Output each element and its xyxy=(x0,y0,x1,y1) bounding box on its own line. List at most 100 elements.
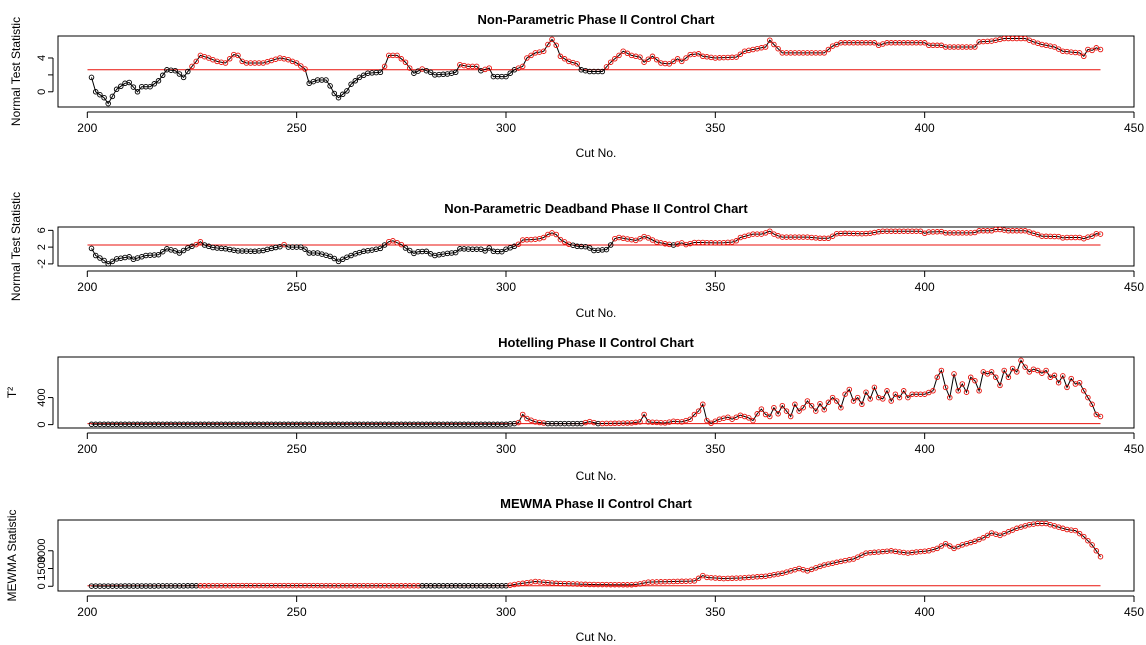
data-point-out-of-control xyxy=(226,56,233,62)
data-point-out-of-control xyxy=(381,63,388,70)
data-point-out-of-control xyxy=(884,388,890,394)
chart-panel-3: Hotelling Phase II Control Chart 200 250 30… xyxy=(5,335,1144,483)
data-point-out-of-control xyxy=(473,63,480,70)
data-point-out-of-control xyxy=(972,44,978,50)
data-point-out-of-control xyxy=(771,41,777,48)
data-point-out-of-control xyxy=(197,583,204,589)
plot-frame xyxy=(57,35,1135,108)
x-tick-label: 450 xyxy=(1124,605,1144,619)
data-point-out-of-control xyxy=(486,65,492,71)
data-point-out-of-control xyxy=(984,228,991,234)
data-point-out-of-control xyxy=(980,369,987,375)
x-tick-label: 200 xyxy=(77,605,97,619)
data-point-out-of-control xyxy=(695,51,702,57)
data-point xyxy=(109,258,116,265)
data-point-out-of-control xyxy=(808,402,815,409)
data-point xyxy=(499,248,505,255)
data-point-out-of-control xyxy=(649,237,656,243)
data-point-out-of-control xyxy=(561,239,568,245)
data-point-out-of-control xyxy=(783,408,790,414)
data-point xyxy=(176,71,183,77)
data-point-out-of-control xyxy=(976,388,982,394)
data-point-out-of-control xyxy=(670,578,677,585)
data-point-out-of-control xyxy=(687,416,693,422)
data-point-out-of-control xyxy=(905,394,911,401)
x-tick-label: 450 xyxy=(1124,442,1144,456)
data-point xyxy=(423,248,430,255)
data-point-out-of-control xyxy=(1097,553,1104,560)
data-point-out-of-control xyxy=(767,228,773,234)
data-point xyxy=(277,243,283,250)
data-point-out-of-control xyxy=(235,52,241,59)
x-tick-label: 400 xyxy=(915,280,935,294)
data-point-out-of-control xyxy=(762,411,769,418)
data-point-out-of-control xyxy=(930,388,936,394)
data-point-out-of-control xyxy=(792,401,798,408)
data-point-out-of-control xyxy=(603,64,610,70)
data-point xyxy=(260,421,266,428)
data-point-out-of-control xyxy=(746,415,752,421)
data-point-out-of-control xyxy=(1097,46,1104,53)
data-point-out-of-control xyxy=(896,394,903,401)
data-point-out-of-control xyxy=(653,56,660,63)
data-point-out-of-control xyxy=(1055,46,1062,52)
data-point-out-of-control xyxy=(1018,228,1024,234)
data-point-out-of-control xyxy=(1081,533,1087,540)
data-point-out-of-control xyxy=(549,36,555,43)
data-point-out-of-control xyxy=(733,575,740,581)
data-point xyxy=(331,255,338,262)
data-point-out-of-control xyxy=(637,419,643,425)
x-axis-label: Cut No. xyxy=(576,146,617,160)
data-point xyxy=(599,68,606,75)
data-point-out-of-control xyxy=(829,394,836,401)
data-point-out-of-control xyxy=(607,59,614,65)
data-point-out-of-control xyxy=(984,532,991,539)
data-point-out-of-control xyxy=(796,50,802,56)
data-point-out-of-control xyxy=(880,396,886,402)
data-point-out-of-control xyxy=(821,406,827,413)
data-point-out-of-control xyxy=(674,56,681,62)
data-point xyxy=(323,77,329,83)
data-point-out-of-control xyxy=(859,401,865,408)
data-point xyxy=(155,251,162,258)
x-tick-label: 400 xyxy=(915,605,935,619)
data-point-out-of-control xyxy=(959,381,966,387)
data-point-out-of-control xyxy=(666,61,673,67)
x-tick-label: 450 xyxy=(1124,121,1144,135)
data-point-out-of-control xyxy=(850,398,857,404)
data-point xyxy=(130,84,137,90)
y-tick-label: 0 xyxy=(36,89,48,95)
data-point-out-of-control xyxy=(921,548,928,554)
data-point-out-of-control xyxy=(934,374,940,381)
data-point xyxy=(452,249,459,256)
data-point-out-of-control xyxy=(293,60,300,66)
data-point-out-of-control xyxy=(1060,373,1066,379)
y-tick-label: 2 xyxy=(36,244,48,250)
plot-frame xyxy=(57,519,1135,592)
data-point xyxy=(97,91,103,98)
data-point-out-of-control xyxy=(934,545,940,552)
data-point-out-of-control xyxy=(796,408,802,414)
data-point-out-of-control xyxy=(1009,365,1016,372)
data-point-out-of-control xyxy=(226,582,233,589)
data-point-out-of-control xyxy=(641,411,647,418)
data-point-out-of-control xyxy=(1018,35,1024,42)
data-point-out-of-control xyxy=(863,389,869,395)
data-point-out-of-control xyxy=(645,56,652,62)
data-point-out-of-control xyxy=(787,413,794,420)
data-point-out-of-control xyxy=(854,554,861,560)
data-point xyxy=(482,248,488,254)
data-point-out-of-control xyxy=(398,56,405,62)
data-point xyxy=(92,252,99,259)
data-point-out-of-control xyxy=(775,411,781,417)
data-point-out-of-control xyxy=(624,50,631,57)
data-point-out-of-control xyxy=(1001,367,1007,374)
data-point-out-of-control xyxy=(963,389,970,395)
data-point-out-of-control xyxy=(988,369,995,375)
data-point xyxy=(327,83,333,89)
data-point-out-of-control xyxy=(607,420,614,427)
data-point xyxy=(331,90,338,97)
data-point-out-of-control xyxy=(645,235,652,241)
data-point-out-of-control xyxy=(767,413,773,420)
x-tick-label: 450 xyxy=(1124,280,1144,294)
